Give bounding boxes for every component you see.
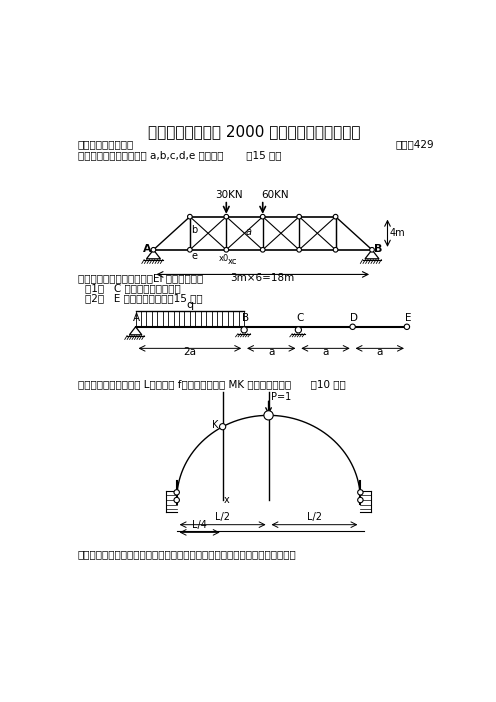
Text: 考试科目：结构力学: 考试科目：结构力学	[77, 139, 134, 150]
Text: a: a	[246, 227, 251, 237]
Text: 2a: 2a	[184, 347, 196, 357]
Text: L/2: L/2	[215, 512, 230, 522]
Circle shape	[264, 411, 273, 420]
Circle shape	[297, 214, 302, 219]
Circle shape	[151, 248, 156, 252]
Text: C: C	[296, 312, 304, 323]
Text: L/4: L/4	[192, 519, 207, 530]
Circle shape	[358, 490, 363, 495]
Text: 3m×6=18m: 3m×6=18m	[231, 273, 295, 284]
Text: a: a	[376, 347, 383, 357]
Text: x0: x0	[219, 253, 229, 263]
Text: x: x	[224, 495, 230, 505]
Circle shape	[260, 214, 265, 219]
Text: E: E	[405, 312, 411, 323]
Text: A: A	[133, 312, 140, 323]
Circle shape	[297, 248, 302, 252]
Circle shape	[260, 248, 265, 252]
Circle shape	[333, 248, 338, 252]
Circle shape	[370, 248, 374, 252]
Circle shape	[295, 327, 302, 333]
Text: 题号：429: 题号：429	[395, 139, 434, 150]
Circle shape	[220, 423, 226, 430]
Text: A: A	[143, 244, 151, 254]
Text: b: b	[191, 225, 198, 235]
Text: 一、如图所示，求指定杆 a,b,c,d,e 的内力。       （15 分）: 一、如图所示，求指定杆 a,b,c,d,e 的内力。 （15 分）	[77, 150, 281, 160]
Circle shape	[187, 248, 192, 252]
Circle shape	[224, 214, 229, 219]
Text: 天津大学研究生院 2000 年招收硕士生入学试题: 天津大学研究生院 2000 年招收硕士生入学试题	[148, 124, 361, 140]
Circle shape	[333, 214, 338, 219]
Circle shape	[174, 497, 180, 503]
Circle shape	[358, 497, 363, 503]
Text: K: K	[212, 420, 218, 430]
Circle shape	[350, 324, 355, 329]
Text: P=1: P=1	[271, 392, 291, 402]
Text: 一、如图所示多跨静定梁，EI 为常数，求：: 一、如图所示多跨静定梁，EI 为常数，求：	[77, 273, 203, 284]
Text: D: D	[350, 312, 358, 323]
Text: xc: xc	[228, 257, 238, 265]
Text: 二、用位移法计算图示结构的弯矩图，计算时不考虑轴力和剪力对位移的影响。: 二、用位移法计算图示结构的弯矩图，计算时不考虑轴力和剪力对位移的影响。	[77, 549, 296, 559]
Text: L/2: L/2	[307, 512, 322, 522]
Text: e: e	[191, 251, 197, 261]
Circle shape	[404, 324, 410, 329]
Text: 60KN: 60KN	[261, 190, 289, 200]
Circle shape	[174, 490, 180, 495]
Text: （2）   E 端的竖向位移。（15 分）: （2） E 端的竖向位移。（15 分）	[85, 293, 203, 303]
Circle shape	[187, 214, 192, 219]
Circle shape	[224, 248, 229, 252]
Text: 三、已知三铰拱，拱长 L，拱高为 f，求：截面弯矩 MK 的影响线方程。      （10 分）: 三、已知三铰拱，拱长 L，拱高为 f，求：截面弯矩 MK 的影响线方程。 （10…	[77, 380, 345, 390]
Text: （1）   C 较两侧的相对转角；: （1） C 较两侧的相对转角；	[85, 284, 181, 293]
Text: B: B	[242, 312, 249, 323]
Circle shape	[241, 327, 247, 333]
Text: 4m: 4m	[390, 228, 405, 238]
Text: q: q	[186, 300, 193, 310]
Text: B: B	[374, 244, 383, 254]
Text: a: a	[322, 347, 329, 357]
Text: a: a	[268, 347, 274, 357]
Text: 30KN: 30KN	[215, 190, 243, 200]
